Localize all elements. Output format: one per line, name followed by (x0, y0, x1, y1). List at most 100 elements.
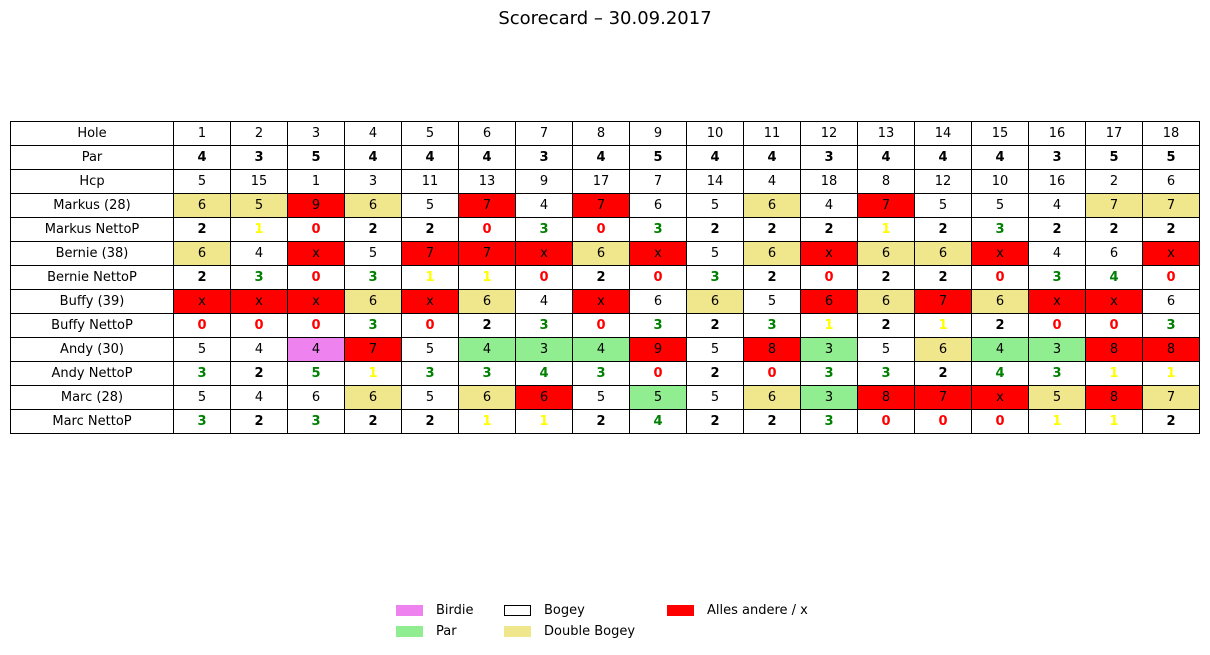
score-cell: 5 (401, 337, 459, 362)
score-cell: 11 (743, 121, 801, 146)
table-row: Buffy (39) x x x 6 x 6 4 x 6 6 5 6 6 7 6 x x 6 (10, 289, 1200, 314)
score-cell: 2 (572, 409, 630, 434)
table-row: Buffy NettoP 0 0 0 3 0 2 3 0 3 2 3 1 2 1 2 0 0 3 (10, 313, 1200, 338)
score-cell: 6 (344, 193, 402, 218)
score-cell: 3 (800, 337, 858, 362)
score-cell: 10 (971, 169, 1029, 194)
score-cell: 3 (1028, 361, 1086, 386)
score-cell: 1 (287, 169, 345, 194)
score-cell: 3 (515, 313, 573, 338)
score-cell: 15 (230, 169, 288, 194)
score-cell: 6 (743, 385, 801, 410)
score-cell: x (1028, 289, 1086, 314)
score-cell: 4 (230, 241, 288, 266)
table-row: Andy NettoP 3 2 5 1 3 3 4 3 0 2 0 3 3 2 4 3 1 1 (10, 361, 1200, 386)
score-cell: 5 (572, 385, 630, 410)
score-cell: 3 (515, 145, 573, 170)
score-cell: 4 (1028, 193, 1086, 218)
score-cell: 2 (743, 265, 801, 290)
score-cell: 5 (629, 145, 687, 170)
score-cell: 7 (629, 169, 687, 194)
score-cell: 2 (914, 361, 972, 386)
score-cell: 0 (1028, 313, 1086, 338)
score-cell: 4 (515, 289, 573, 314)
score-cell: 3 (287, 121, 345, 146)
score-cell: 0 (401, 313, 459, 338)
score-cell: 6 (344, 385, 402, 410)
score-cell: 4 (1028, 241, 1086, 266)
row-label: Andy (30) (10, 337, 174, 362)
score-cell: 3 (515, 217, 573, 242)
score-cell: 4 (515, 193, 573, 218)
score-cell: 2 (686, 361, 744, 386)
score-cell: 4 (515, 361, 573, 386)
score-cell: x (800, 241, 858, 266)
score-cell: x (629, 241, 687, 266)
score-cell: 8 (743, 337, 801, 362)
score-cell: 2 (230, 409, 288, 434)
score-cell: 1 (857, 217, 915, 242)
score-cell: 7 (914, 385, 972, 410)
score-cell: 1 (800, 313, 858, 338)
score-cell: 1 (1142, 361, 1200, 386)
score-cell: 17 (1085, 121, 1143, 146)
table-row: Hcp 5 15 1 3 11 13 9 17 7 14 4 18 8 12 10 16 2 6 (10, 169, 1200, 194)
score-cell: 6 (914, 241, 972, 266)
score-cell: 5 (287, 361, 345, 386)
score-cell: 5 (857, 337, 915, 362)
score-cell: 2 (857, 265, 915, 290)
score-cell: 3 (800, 361, 858, 386)
score-cell: 6 (629, 193, 687, 218)
score-cell: 7 (401, 241, 459, 266)
score-cell: 2 (1142, 217, 1200, 242)
score-cell: 2 (401, 409, 459, 434)
score-cell: 2 (173, 265, 231, 290)
score-cell: 0 (572, 313, 630, 338)
score-cell: 1 (401, 265, 459, 290)
score-cell: 4 (230, 337, 288, 362)
score-cell: 0 (572, 217, 630, 242)
score-cell: 0 (1085, 313, 1143, 338)
score-cell: 3 (971, 217, 1029, 242)
score-cell: x (401, 289, 459, 314)
score-cell: 5 (686, 385, 744, 410)
score-cell: 0 (914, 409, 972, 434)
score-cell: 6 (572, 241, 630, 266)
score-cell: 4 (971, 145, 1029, 170)
score-cell: 4 (971, 361, 1029, 386)
row-label: Markus (28) (10, 193, 174, 218)
score-cell: 3 (230, 145, 288, 170)
score-cell: 6 (287, 385, 345, 410)
table-row: Par 4 3 5 4 4 4 3 4 5 4 4 3 4 4 4 3 5 5 (10, 145, 1200, 170)
row-label: Par (10, 145, 174, 170)
score-cell: 3 (458, 361, 516, 386)
score-cell: 1 (458, 265, 516, 290)
score-cell: 0 (629, 265, 687, 290)
score-cell: 2 (686, 409, 744, 434)
score-cell: 2 (458, 313, 516, 338)
score-cell: 0 (1142, 265, 1200, 290)
score-cell: 6 (344, 289, 402, 314)
score-cell: 2 (857, 313, 915, 338)
score-cell: 7 (344, 337, 402, 362)
score-cell: 1 (1085, 361, 1143, 386)
score-cell: 3 (1028, 265, 1086, 290)
score-cell: 4 (173, 145, 231, 170)
score-cell: 6 (515, 385, 573, 410)
table-row: Markus (28) 6 5 9 6 5 7 4 7 6 5 6 4 7 5 5 4 7 7 (10, 193, 1200, 218)
score-cell: 3 (401, 361, 459, 386)
score-cell: 12 (914, 169, 972, 194)
score-cell: x (1085, 289, 1143, 314)
score-cell: 4 (1085, 265, 1143, 290)
legend: Birdie Par Bogey Double Bogey Alles andere /… (396, 602, 836, 644)
score-cell: 3 (344, 265, 402, 290)
score-cell: 4 (344, 121, 402, 146)
score-cell: 7 (572, 193, 630, 218)
score-cell: x (173, 289, 231, 314)
score-cell: 5 (1142, 145, 1200, 170)
score-cell: 2 (1028, 217, 1086, 242)
score-cell: 8 (857, 385, 915, 410)
score-cell: 6 (686, 289, 744, 314)
score-cell: 2 (344, 217, 402, 242)
score-cell: 7 (914, 289, 972, 314)
